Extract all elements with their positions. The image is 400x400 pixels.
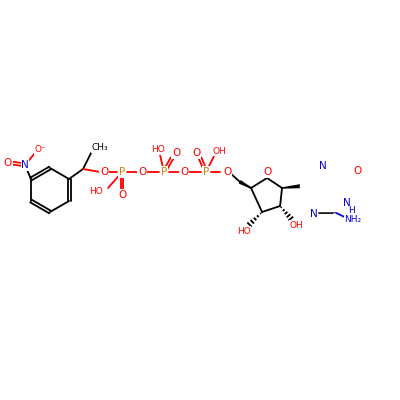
Text: O: O (192, 148, 200, 158)
Text: O: O (118, 190, 126, 200)
Text: O: O (263, 167, 271, 177)
Polygon shape (240, 181, 251, 188)
Text: O: O (180, 167, 188, 177)
Text: H: H (348, 206, 355, 215)
Text: O: O (223, 167, 231, 177)
Polygon shape (282, 184, 302, 188)
Text: N: N (310, 209, 318, 219)
Text: N: N (343, 198, 351, 208)
Text: OH: OH (289, 220, 303, 230)
Text: N: N (319, 161, 327, 171)
Text: O: O (172, 148, 180, 158)
Text: HO: HO (151, 146, 165, 154)
Text: O: O (138, 167, 146, 177)
Text: HO: HO (237, 226, 251, 236)
Text: P: P (203, 167, 209, 177)
Text: OH: OH (212, 146, 226, 156)
Text: O: O (353, 166, 361, 176)
Text: NH₂: NH₂ (344, 215, 362, 224)
Text: HO: HO (89, 186, 103, 196)
Text: P: P (119, 167, 125, 177)
Text: P: P (161, 167, 167, 177)
Text: O⁻: O⁻ (34, 146, 46, 154)
Polygon shape (300, 156, 362, 211)
Text: O: O (100, 167, 108, 177)
Text: CH₃: CH₃ (92, 144, 108, 152)
Text: O: O (4, 158, 12, 168)
Text: N: N (21, 160, 29, 170)
